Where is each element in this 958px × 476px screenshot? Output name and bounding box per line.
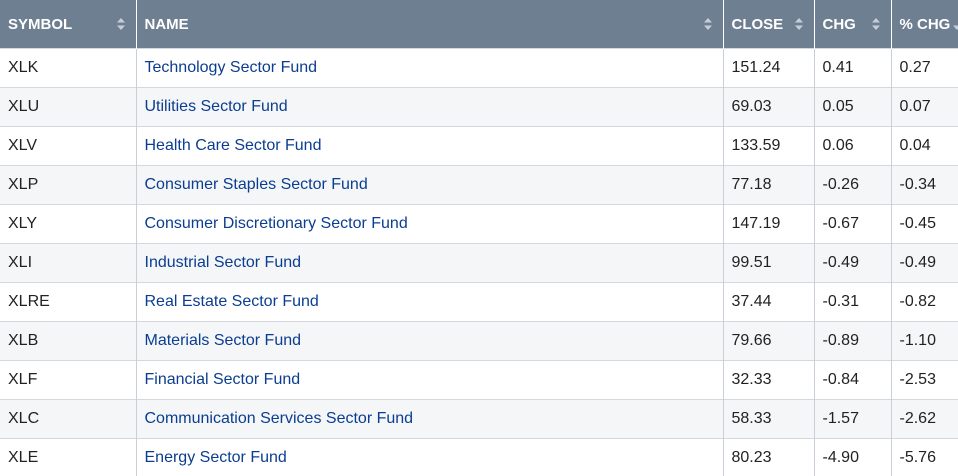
table-row: XLC Communication Services Sector Fund 5… [0, 398, 958, 438]
fund-link[interactable]: Technology Sector Fund [144, 58, 318, 76]
symbol-cell: XLV [0, 125, 137, 165]
pct-chg-cell: -2.53 [891, 359, 958, 399]
table-row: XLP Consumer Staples Sector Fund 77.18 -… [0, 164, 958, 204]
column-header-name[interactable]: NAME [136, 0, 724, 48]
name-cell: Materials Sector Fund [136, 320, 724, 360]
fund-link[interactable]: Utilities Sector Fund [144, 97, 288, 115]
pct-chg-cell: 0.27 [891, 47, 958, 87]
fund-link[interactable]: Financial Sector Fund [144, 370, 301, 388]
close-cell: 80.23 [723, 437, 815, 476]
column-header-label: % CHG [899, 15, 951, 33]
close-cell: 37.44 [723, 281, 815, 321]
column-header-label: NAME [144, 15, 189, 33]
pct-chg-cell: 0.04 [891, 125, 958, 165]
symbol-cell: XLC [0, 398, 137, 438]
table-row: XLK Technology Sector Fund 151.24 0.41 0… [0, 47, 958, 87]
name-cell: Energy Sector Fund [136, 437, 724, 476]
sort-up-down-icon[interactable] [871, 17, 881, 31]
sort-up-down-icon[interactable] [794, 17, 804, 31]
chg-cell: -0.31 [814, 281, 892, 321]
pct-chg-cell: -0.45 [891, 203, 958, 243]
fund-link[interactable]: Industrial Sector Fund [144, 253, 302, 271]
column-header-close[interactable]: CLOSE [723, 0, 815, 48]
pct-chg-cell: -1.10 [891, 320, 958, 360]
chg-cell: -0.89 [814, 320, 892, 360]
sort-up-down-icon[interactable] [116, 17, 126, 31]
column-header-chg[interactable]: CHG [814, 0, 892, 48]
close-cell: 69.03 [723, 86, 815, 126]
pct-chg-cell: -0.49 [891, 242, 958, 282]
fund-link[interactable]: Materials Sector Fund [144, 331, 302, 349]
pct-chg-cell: -0.82 [891, 281, 958, 321]
table-row: XLE Energy Sector Fund 80.23 -4.90 -5.76 [0, 437, 958, 476]
chg-cell: -0.67 [814, 203, 892, 243]
column-header-label: CLOSE [731, 15, 784, 33]
name-cell: Consumer Discretionary Sector Fund [136, 203, 724, 243]
pct-chg-cell: 0.07 [891, 86, 958, 126]
pct-chg-cell: -2.62 [891, 398, 958, 438]
column-header-symbol[interactable]: SYMBOL [0, 0, 137, 48]
fund-link[interactable]: Real Estate Sector Fund [144, 292, 319, 310]
close-cell: 79.66 [723, 320, 815, 360]
fund-link[interactable]: Consumer Staples Sector Fund [144, 175, 368, 193]
sort-up-down-icon[interactable] [703, 17, 713, 31]
name-cell: Real Estate Sector Fund [136, 281, 724, 321]
chg-cell: 0.06 [814, 125, 892, 165]
name-cell: Communication Services Sector Fund [136, 398, 724, 438]
table-body: XLK Technology Sector Fund 151.24 0.41 0… [0, 47, 958, 476]
close-cell: 151.24 [723, 47, 815, 87]
symbol-cell: XLK [0, 47, 137, 87]
symbol-cell: XLP [0, 164, 137, 204]
symbol-cell: XLRE [0, 281, 137, 321]
table-row: XLB Materials Sector Fund 79.66 -0.89 -1… [0, 320, 958, 360]
close-cell: 133.59 [723, 125, 815, 165]
chg-cell: 0.05 [814, 86, 892, 126]
fund-link[interactable]: Energy Sector Fund [144, 448, 287, 466]
chg-cell: -0.26 [814, 164, 892, 204]
close-cell: 77.18 [723, 164, 815, 204]
chg-cell: -0.84 [814, 359, 892, 399]
name-cell: Financial Sector Fund [136, 359, 724, 399]
chg-cell: 0.41 [814, 47, 892, 87]
fund-link[interactable]: Communication Services Sector Fund [144, 409, 414, 427]
name-cell: Health Care Sector Fund [136, 125, 724, 165]
symbol-cell: XLF [0, 359, 137, 399]
pct-chg-cell: -0.34 [891, 164, 958, 204]
chg-cell: -0.49 [814, 242, 892, 282]
column-header-pct-chg[interactable]: % CHG [891, 0, 958, 48]
table-row: XLU Utilities Sector Fund 69.03 0.05 0.0… [0, 86, 958, 126]
symbol-cell: XLY [0, 203, 137, 243]
table-row: XLY Consumer Discretionary Sector Fund 1… [0, 203, 958, 243]
table-row: XLF Financial Sector Fund 32.33 -0.84 -2… [0, 359, 958, 399]
close-cell: 32.33 [723, 359, 815, 399]
name-cell: Technology Sector Fund [136, 47, 724, 87]
symbol-cell: XLU [0, 86, 137, 126]
pct-chg-cell: -5.76 [891, 437, 958, 476]
chg-cell: -4.90 [814, 437, 892, 476]
name-cell: Industrial Sector Fund [136, 242, 724, 282]
close-cell: 58.33 [723, 398, 815, 438]
table-row: XLI Industrial Sector Fund 99.51 -0.49 -… [0, 242, 958, 282]
sort-down-icon[interactable] [952, 17, 958, 31]
close-cell: 147.19 [723, 203, 815, 243]
name-cell: Consumer Staples Sector Fund [136, 164, 724, 204]
table-row: XLV Health Care Sector Fund 133.59 0.06 … [0, 125, 958, 165]
close-cell: 99.51 [723, 242, 815, 282]
symbol-cell: XLE [0, 437, 137, 476]
chg-cell: -1.57 [814, 398, 892, 438]
table-row: XLRE Real Estate Sector Fund 37.44 -0.31… [0, 281, 958, 321]
column-header-label: SYMBOL [8, 15, 73, 33]
fund-link[interactable]: Consumer Discretionary Sector Fund [144, 214, 408, 232]
table-header-row: SYMBOL NAME CLOSE CHG % CHG [0, 0, 958, 48]
fund-link[interactable]: Health Care Sector Fund [144, 136, 322, 154]
symbol-cell: XLI [0, 242, 137, 282]
symbol-cell: XLB [0, 320, 137, 360]
name-cell: Utilities Sector Fund [136, 86, 724, 126]
column-header-label: CHG [822, 15, 856, 33]
